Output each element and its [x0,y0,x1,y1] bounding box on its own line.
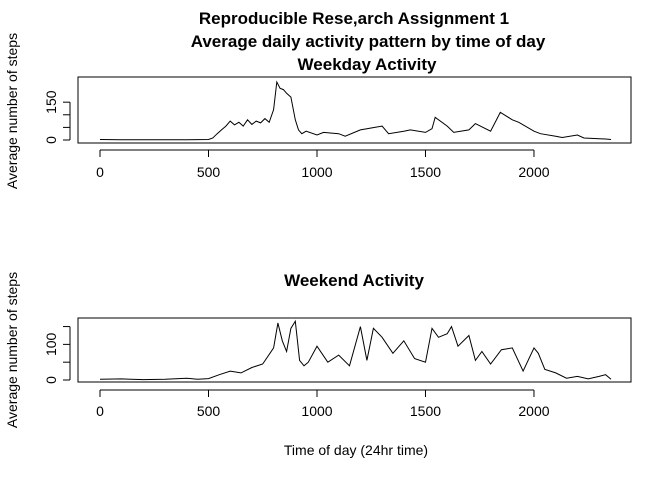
weekend-series-line [99,319,612,381]
weekend-x-tick-label: 0 [96,403,104,419]
weekend-y-axis: 0 100 [43,326,71,384]
weekday-x-tick-label: 0 [96,164,104,180]
main-title-line2: Average daily activity pattern by time o… [191,32,546,51]
weekend-y-tick-label: 0 [43,376,59,384]
weekend-panel-title: Weekend Activity [284,271,424,290]
weekday-plot-box [77,76,632,144]
main-title-line1: Reproducible Rese,arch Assignment 1 [199,9,509,28]
weekend-x-tick-label: 500 [197,403,221,419]
weekend-y-axis-label: Average number of steps [4,272,20,428]
weekend-y-tick-label: 100 [43,332,59,356]
weekday-x-tick-label: 1000 [301,164,332,180]
weekday-x-tick-label: 500 [197,164,221,180]
x-axis-label: Time of day (24hr time) [284,442,428,458]
weekday-x-axis: 0 500 1000 1500 2000 [96,149,550,180]
weekday-series-line [99,80,612,141]
weekend-x-axis: 0 500 1000 1500 2000 [96,389,550,419]
weekday-y-tick-label: 150 [43,90,59,114]
weekend-x-tick-label: 1500 [410,403,441,419]
weekday-x-tick-label: 2000 [518,164,549,180]
weekday-x-tick-label: 1500 [410,164,441,180]
weekday-panel-title: Weekday Activity [298,55,437,74]
weekday-y-axis-label: Average number of steps [4,33,20,189]
weekend-panel: Weekend Activity Average number of steps… [4,271,632,428]
weekday-panel: Weekday Activity Average number of steps… [4,33,632,189]
weekend-x-tick-label: 2000 [518,403,549,419]
weekend-x-tick-label: 1000 [301,403,332,419]
weekend-plot-box [77,317,632,383]
weekday-y-axis: 0 150 [43,90,71,144]
weekday-y-tick-label: 0 [43,136,59,144]
